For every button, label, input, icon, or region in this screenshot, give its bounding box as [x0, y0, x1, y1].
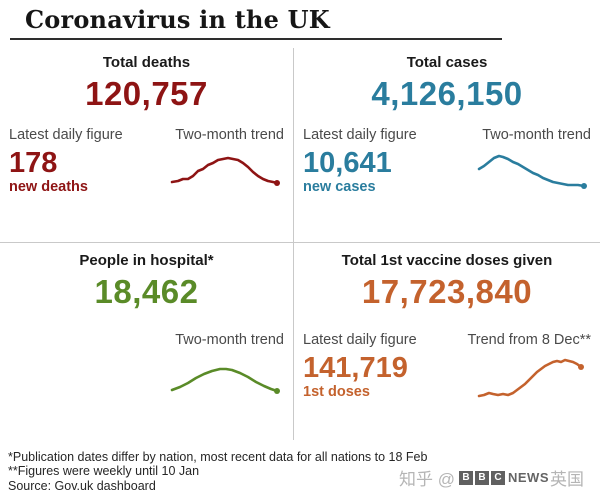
panel-title: Total cases — [406, 54, 488, 71]
panel-title: People in hospital* — [79, 252, 214, 269]
panel-total-cases: Total cases 4,126,150 Latest daily figur… — [294, 48, 600, 243]
two-month-trend-label: Two-month trend — [175, 127, 284, 143]
panel-total-deaths: Total deaths 120,757 Latest daily figure… — [0, 48, 294, 243]
first-doses-value: 141,719 — [303, 352, 408, 384]
bbc-logo: B B C — [459, 470, 505, 485]
two-month-trend-label: Two-month trend — [482, 127, 591, 143]
latest-daily-figure-label: Latest daily figure — [303, 332, 417, 348]
cases-sparkline-chart — [477, 155, 587, 190]
latest-doses-block: 141,719 1st doses — [303, 352, 408, 401]
zhihu-watermark-prefix: 知乎 @ — [399, 470, 455, 489]
bbc-logo-block: B — [475, 470, 489, 485]
panel-vaccine-doses: Total 1st vaccine doses given 17,723,840… — [294, 243, 600, 440]
total-cases-value: 4,126,150 — [371, 75, 523, 112]
two-month-trend-label: Two-month trend — [175, 332, 284, 348]
footnotes: *Publication dates differ by nation, mos… — [8, 450, 427, 494]
new-cases-label: new cases — [303, 179, 376, 196]
panel-title: Total 1st vaccine doses given — [341, 252, 553, 269]
bbc-logo-block: C — [491, 470, 505, 485]
panel-title: Total deaths — [102, 54, 191, 71]
page-title: Coronavirus in the UK — [25, 5, 330, 34]
new-cases-value: 10,641 — [303, 147, 392, 179]
latest-cases-block: 10,641 new cases — [303, 147, 392, 196]
bbc-logo-block: B — [459, 470, 473, 485]
title-divider — [10, 38, 502, 40]
hospital-sparkline-chart — [170, 367, 280, 394]
latest-daily-figure-label: Latest daily figure — [303, 127, 417, 143]
vaccine-doses-value: 17,723,840 — [361, 273, 533, 310]
hospital-value: 18,462 — [94, 273, 199, 310]
zhihu-watermark: 知乎 @ B B C NEWS 英国 — [399, 465, 584, 490]
first-doses-label: 1st doses — [303, 384, 370, 401]
zhihu-watermark-suffix: 英国 — [550, 470, 584, 489]
source-credit: Source: Gov.uk dashboard — [8, 478, 156, 493]
deaths-sparkline-chart — [170, 157, 280, 187]
panel-people-in-hospital: People in hospital* 18,462 Two-month tre… — [0, 243, 294, 440]
stats-grid: Total deaths 120,757 Latest daily figure… — [0, 48, 600, 440]
vaccine-sparkline-chart — [477, 359, 584, 398]
latest-deaths-block: 178 new deaths — [9, 147, 88, 196]
total-deaths-value: 120,757 — [85, 75, 208, 112]
new-deaths-value: 178 — [9, 147, 58, 179]
latest-daily-figure-label: Latest daily figure — [9, 127, 123, 143]
new-deaths-label: new deaths — [9, 179, 88, 196]
footnote-publication-dates: *Publication dates differ by nation, mos… — [8, 449, 428, 464]
footnote-weekly-figures: **Figures were weekly until 10 Jan — [8, 464, 200, 478]
trend-from-8dec-label: Trend from 8 Dec** — [467, 332, 591, 348]
bbc-news-wordmark: NEWS — [508, 470, 549, 485]
